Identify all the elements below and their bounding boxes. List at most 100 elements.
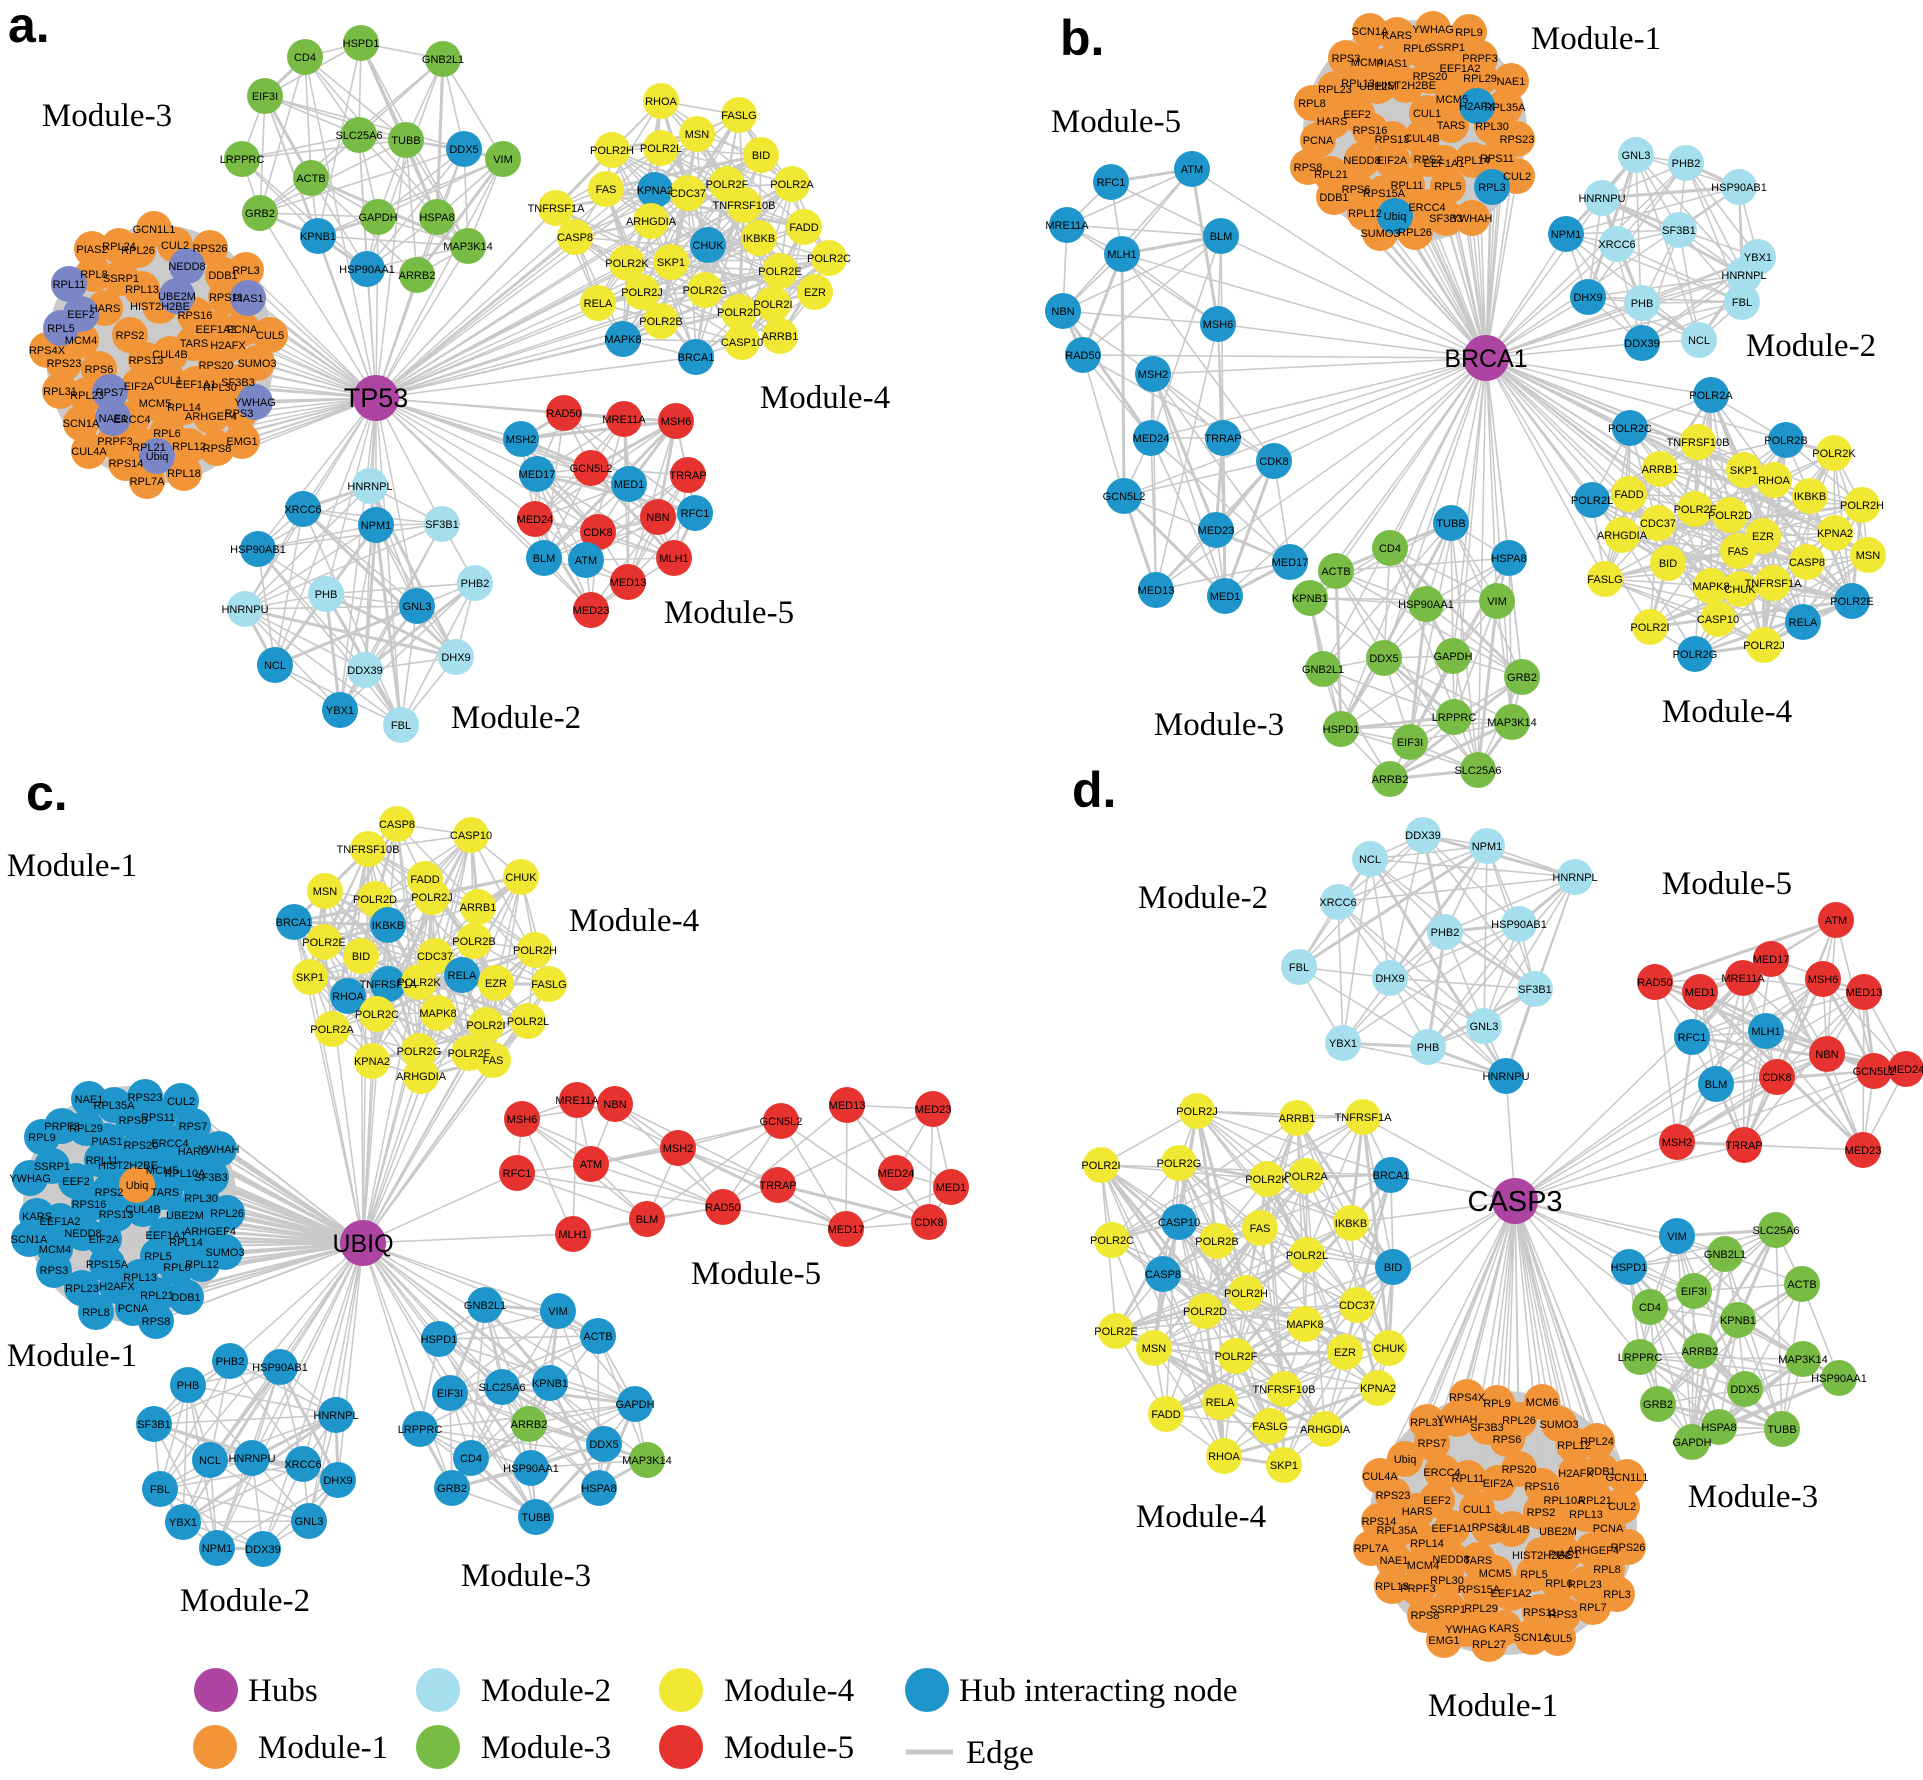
svg-text:RPL29: RPL29 [1464,1603,1498,1615]
svg-text:TUBB: TUBB [521,1512,550,1524]
svg-text:PHB: PHB [177,1380,200,1392]
svg-text:TUBB: TUBB [1436,518,1465,530]
svg-text:FASLG: FASLG [531,979,566,991]
svg-text:POLR2K: POLR2K [397,977,441,989]
svg-text:POLR2E: POLR2E [758,266,801,278]
svg-text:BRCA1: BRCA1 [678,352,715,364]
svg-text:TNFRSF10B: TNFRSF10B [713,200,776,212]
svg-text:PCNA: PCNA [227,324,258,336]
svg-text:VIM: VIM [1487,596,1507,608]
svg-text:MSN: MSN [1856,550,1881,562]
svg-text:Module-4: Module-4 [724,1673,854,1709]
svg-text:RPS7: RPS7 [179,1121,208,1133]
svg-text:DDB1: DDB1 [1319,192,1348,204]
svg-text:POLR2K: POLR2K [1245,1174,1289,1186]
svg-text:DDX39: DDX39 [1624,338,1659,350]
svg-text:FASLG: FASLG [1252,1421,1287,1433]
svg-text:RPL26: RPL26 [210,1208,244,1220]
svg-text:ARHGDIA: ARHGDIA [396,1071,447,1083]
svg-text:Module-2: Module-2 [451,700,581,736]
svg-text:RPL5: RPL5 [144,1251,172,1263]
svg-text:RPS13: RPS13 [99,1209,134,1221]
svg-text:MAPK8: MAPK8 [604,334,641,346]
svg-text:POLR2L: POLR2L [507,1016,549,1028]
svg-text:XRCC6: XRCC6 [1598,239,1635,251]
svg-text:Module-1: Module-1 [1531,21,1661,57]
svg-text:ARRB1: ARRB1 [762,331,799,343]
svg-text:TARS: TARS [151,1187,180,1199]
svg-text:SKP1: SKP1 [1730,465,1758,477]
svg-text:RPL12: RPL12 [1557,1440,1591,1452]
svg-text:RPL11: RPL11 [53,279,86,291]
svg-text:POLR2H: POLR2H [513,945,557,957]
svg-text:HNRNPU: HNRNPU [1482,1071,1529,1083]
svg-text:MED23: MED23 [1845,1145,1882,1157]
svg-text:TNFRSF1A: TNFRSF1A [1335,1112,1393,1124]
svg-text:NAE1: NAE1 [99,413,128,425]
svg-text:POLR2H: POLR2H [1840,500,1884,512]
svg-text:ARRB2: ARRB2 [399,270,436,282]
svg-text:MED1: MED1 [1210,591,1241,603]
svg-text:Hub interacting node: Hub interacting node [959,1673,1238,1709]
svg-text:RPS26: RPS26 [193,243,228,255]
svg-text:POLR2L: POLR2L [1286,1250,1328,1262]
svg-text:POLR2J: POLR2J [411,892,453,904]
svg-text:RPS23: RPS23 [47,358,82,370]
svg-text:IKBKB: IKBKB [743,233,775,245]
svg-text:RPS8: RPS8 [142,1316,171,1328]
svg-text:GRB2: GRB2 [1643,1399,1673,1411]
svg-text:CD4: CD4 [460,1453,482,1465]
svg-text:RPL8: RPL8 [80,269,108,281]
svg-text:d.: d. [1072,762,1116,818]
svg-text:Module-3: Module-3 [1154,707,1284,743]
svg-text:BLM: BLM [533,553,556,565]
svg-text:GAPDH: GAPDH [358,212,397,224]
svg-text:RPL24: RPL24 [102,241,136,253]
svg-text:HIST2H2BE: HIST2H2BE [1512,1550,1572,1562]
svg-text:Ubiq: Ubiq [1394,1454,1417,1466]
svg-text:ERCC4: ERCC4 [1423,1467,1460,1479]
svg-text:RAD50: RAD50 [1637,977,1672,989]
svg-text:RPS8: RPS8 [1294,162,1323,174]
svg-text:KPNA2: KPNA2 [1360,1383,1396,1395]
svg-text:Module-2: Module-2 [1138,880,1268,916]
svg-text:RPS8: RPS8 [203,443,232,455]
svg-text:NEDD8: NEDD8 [1343,155,1380,167]
svg-text:MCM6: MCM6 [1526,1397,1558,1409]
svg-text:GNL3: GNL3 [403,601,432,613]
svg-text:CUL4B: CUL4B [152,349,187,361]
svg-text:NEDD8: NEDD8 [1432,1554,1469,1566]
svg-text:RPS15A: RPS15A [1458,1584,1501,1596]
svg-text:ARRB1: ARRB1 [460,902,497,914]
svg-text:TARS: TARS [1437,120,1466,132]
svg-text:RELA: RELA [448,970,477,982]
svg-text:FASLG: FASLG [1587,574,1622,586]
svg-text:MCM5: MCM5 [146,1165,178,1177]
svg-text:RPS6: RPS6 [85,364,114,376]
svg-text:SKP1: SKP1 [657,257,685,269]
svg-text:IKBKB: IKBKB [372,920,404,932]
svg-text:MAP3K14: MAP3K14 [622,1455,672,1467]
svg-text:MED24: MED24 [1133,433,1170,445]
svg-text:MCM5: MCM5 [139,398,171,410]
svg-text:RPS7: RPS7 [96,387,125,399]
svg-text:SSRP1: SSRP1 [1430,1604,1466,1616]
svg-text:KPNB1: KPNB1 [300,231,336,243]
svg-text:NEDD8: NEDD8 [64,1228,101,1240]
svg-text:YBX1: YBX1 [169,1517,197,1529]
svg-text:SF3B1: SF3B1 [1518,984,1552,996]
svg-text:RPS13: RPS13 [129,355,164,367]
svg-text:RPL30: RPL30 [184,1193,218,1205]
svg-text:EEF1A2: EEF1A2 [1491,1588,1532,1600]
svg-text:RPL6: RPL6 [1545,1578,1573,1590]
svg-text:RPL26: RPL26 [1398,227,1432,239]
svg-text:MED13: MED13 [829,1100,866,1112]
svg-text:HSP90AA1: HSP90AA1 [1811,1373,1867,1385]
svg-text:HNRNPL: HNRNPL [1721,270,1766,282]
svg-text:RPS2: RPS2 [1527,1507,1556,1519]
svg-text:POLR2G: POLR2G [397,1046,442,1058]
svg-text:HIST2H2BE: HIST2H2BE [1376,80,1436,92]
svg-text:TRRAP: TRRAP [669,470,706,482]
svg-text:KPNA2: KPNA2 [637,185,673,197]
svg-text:RPL23: RPL23 [70,390,104,402]
